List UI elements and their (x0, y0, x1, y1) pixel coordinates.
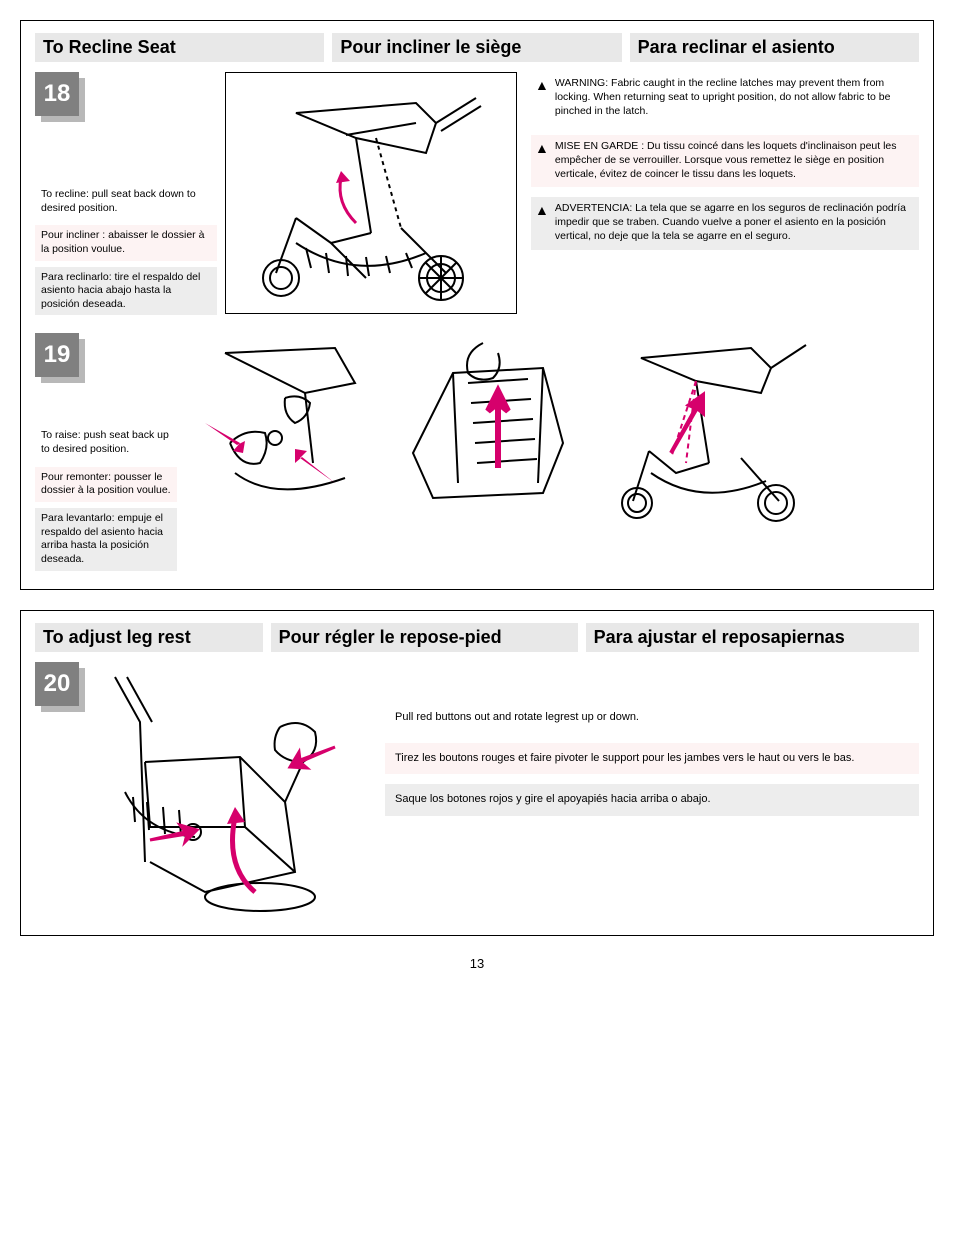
step20-text-fr: Tirez les boutons rouges et faire pivote… (385, 743, 919, 774)
warning-fr: ▲ MISE EN GARDE : Du tissu coincé dans l… (531, 135, 919, 188)
header-fr: Pour incliner le siège (332, 33, 621, 62)
step18-warnings: ▲ WARNING: Fabric caught in the recline … (531, 72, 919, 250)
step19-label-fr: Pour remonter: pousser le dossier à la p… (35, 467, 177, 502)
step19-label-es: Para levantarlo: empuje el respaldo del … (35, 508, 177, 571)
step20-illustration (85, 662, 365, 917)
step18-label-fr: Pour incliner : abaisser le dossier à la… (35, 225, 217, 260)
warning-triangle-icon: ▲ (535, 201, 549, 244)
header2-en: To adjust leg rest (35, 623, 263, 652)
warning-triangle-icon: ▲ (535, 139, 549, 182)
section-recline-seat: To Recline Seat Pour incliner le siège P… (20, 20, 934, 590)
header-en: To Recline Seat (35, 33, 324, 62)
step-18-labels: To recline: pull seat back down to desir… (35, 184, 217, 315)
step20-text-col: Pull red buttons out and rotate legrest … (385, 662, 919, 917)
step-19-number: 19 (35, 333, 95, 385)
step18-label-es: Para reclinarlo: tire el respaldo del as… (35, 267, 217, 316)
step19-label-en: To raise: push seat back up to desired p… (35, 425, 177, 460)
header-row-2: To adjust leg rest Pour régler le repose… (35, 623, 919, 652)
step-20-number: 20 (35, 662, 95, 714)
step19-illustrations (185, 333, 919, 523)
section-leg-rest: To adjust leg rest Pour régler le repose… (20, 610, 934, 936)
step-18-number: 18 (35, 72, 95, 124)
warning-en: ▲ WARNING: Fabric caught in the recline … (531, 72, 919, 125)
header-row-1: To Recline Seat Pour incliner le siège P… (35, 33, 919, 62)
step18-illustration (225, 72, 517, 314)
step18-label-en: To recline: pull seat back down to desir… (35, 184, 217, 219)
header2-fr: Pour régler le repose-pied (271, 623, 578, 652)
step-20-row: 20 (35, 662, 919, 917)
page-number: 13 (20, 956, 934, 971)
step20-text-es: Saque los botones rojos y gire el apoyap… (385, 784, 919, 815)
step-18-row: 18 To recline: pull seat back down to de… (35, 72, 919, 315)
stroller-recline-icon (236, 83, 506, 303)
header2-es: Para ajustar el reposapiernas (586, 623, 919, 652)
header-es: Para reclinar el asiento (630, 33, 919, 62)
warning-es: ▲ ADVERTENCIA: La tela que se agarre en … (531, 197, 919, 250)
step19-illus-c (601, 333, 821, 523)
step20-text-en: Pull red buttons out and rotate legrest … (385, 702, 919, 733)
step19-illus-b (393, 333, 583, 508)
step-19-row: 19 To raise: push seat back up to desire… (35, 333, 919, 570)
step19-illus-a (185, 333, 375, 508)
warning-triangle-icon: ▲ (535, 76, 549, 119)
step-19-labels: To raise: push seat back up to desired p… (35, 425, 177, 570)
